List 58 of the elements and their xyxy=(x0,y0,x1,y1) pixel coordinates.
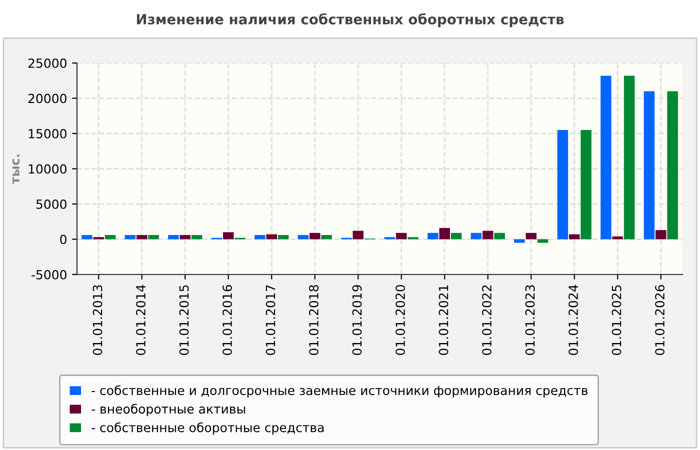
x-tick-label: 01.01.2013 xyxy=(92,285,102,355)
bar xyxy=(148,235,159,240)
bar xyxy=(82,235,92,240)
bar xyxy=(557,130,568,240)
legend-label: - собственные и долгосрочные заемные источники формирования средств xyxy=(92,385,588,398)
x-tick-label: 01.01.2025 xyxy=(612,285,622,355)
bar xyxy=(298,235,309,240)
y-tick-label: 0 xyxy=(60,234,66,244)
x-tick-label: 01.01.2016 xyxy=(222,285,232,355)
bar xyxy=(537,239,548,243)
bar xyxy=(223,232,234,240)
bar xyxy=(600,76,612,240)
bar xyxy=(136,235,148,240)
bar xyxy=(278,235,289,240)
x-tick-label: 01.01.2017 xyxy=(266,285,276,355)
bar xyxy=(656,230,666,240)
x-tick-label: 01.01.2018 xyxy=(309,285,318,355)
bar xyxy=(482,230,494,240)
bar xyxy=(180,235,190,240)
bar xyxy=(321,235,332,240)
bar xyxy=(124,235,136,240)
legend-label: - собственные оборотные средства xyxy=(92,422,324,435)
x-tick-label: 01.01.2023 xyxy=(525,285,535,355)
x-tick-label: 01.01.2020 xyxy=(396,285,405,355)
y-tick-label: 10000 xyxy=(28,164,66,174)
bar xyxy=(667,91,678,240)
bar xyxy=(450,232,462,240)
bar xyxy=(310,232,320,240)
y-tick-label: 25000 xyxy=(28,58,66,68)
x-tick-label: 01.01.2019 xyxy=(352,285,362,355)
bar xyxy=(254,235,266,240)
bar xyxy=(168,235,179,240)
x-tick-label: 01.01.2022 xyxy=(482,285,492,355)
bar xyxy=(644,91,655,240)
bar xyxy=(396,232,407,240)
chart-title: Изменение наличия собственных оборотных средств xyxy=(136,13,564,28)
x-tick-label: 01.01.2026 xyxy=(655,285,664,355)
bar xyxy=(526,232,536,240)
y-tick-label: -5000 xyxy=(32,270,66,280)
bar xyxy=(439,228,450,240)
x-tick-label: 01.01.2014 xyxy=(136,284,146,355)
bar xyxy=(494,232,505,240)
y-tick-label: 5000 xyxy=(36,199,66,209)
bar xyxy=(352,230,364,240)
bar xyxy=(514,239,525,243)
bar xyxy=(428,232,438,240)
bar xyxy=(104,235,116,240)
x-tick-label: 01.01.2021 xyxy=(438,285,448,355)
legend-label: - внеоборотные активы xyxy=(92,404,246,416)
y-tick-label: 20000 xyxy=(28,94,66,104)
x-tick-label: 01.01.2024 xyxy=(568,284,578,355)
x-tick-label: 01.01.2015 xyxy=(179,285,189,355)
bar xyxy=(580,130,592,240)
y-axis-title: тыс. xyxy=(12,154,20,184)
y-tick-label: 15000 xyxy=(28,128,66,138)
bar xyxy=(624,76,635,240)
bar xyxy=(191,235,202,240)
bar xyxy=(470,232,482,240)
